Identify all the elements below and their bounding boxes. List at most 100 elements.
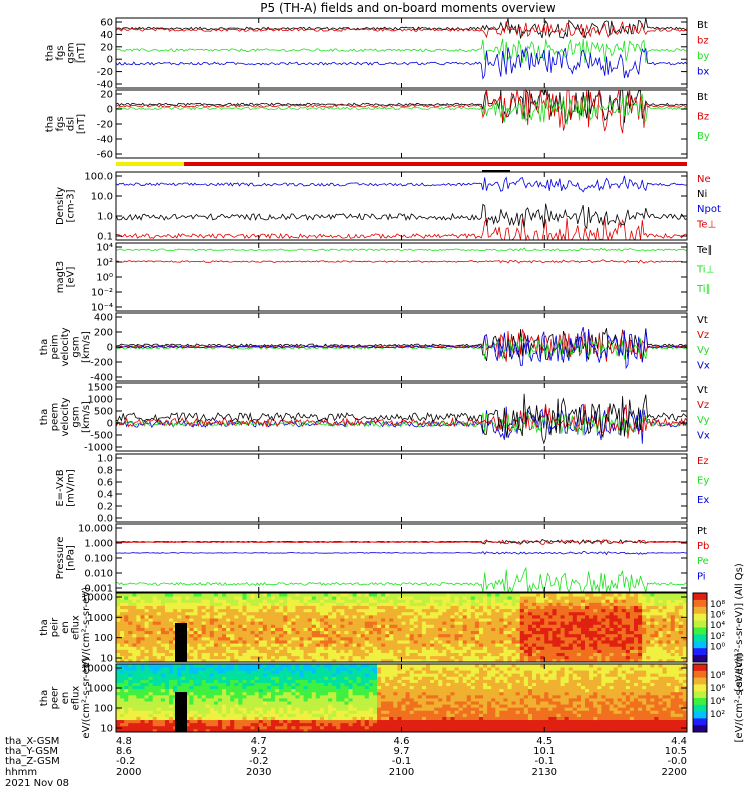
spectrogram-cell [258,710,264,714]
spectrogram-cell [548,605,553,610]
spectrogram-cell [527,658,533,663]
spectrogram-cell [597,605,602,610]
spectrogram-cell [193,611,198,616]
spectrogram-cell [209,701,215,705]
spectrogram-cell [352,670,358,674]
spectrogram-cell [397,701,402,705]
spectrogram-cell [434,621,439,625]
spectrogram-cell [311,710,317,714]
spectrogram-cell [222,593,227,597]
spectrogram-cell [438,608,443,613]
spectrogram-cell [299,710,305,714]
spectrogram-cell [507,621,513,625]
spectrogram-cell [348,618,353,622]
spectrogram-cell [128,710,133,714]
spectrogram-cell [164,621,170,625]
spectrogram-cell [173,667,178,671]
spectrogram-cell [682,624,688,628]
spectrogram-cell [377,636,382,641]
spectrogram-cell [311,640,317,644]
spectrogram-cell [238,652,243,657]
spectrogram-cell [209,640,215,644]
spectrogram-cell [193,719,198,724]
spectrogram-cell [409,602,415,606]
y-axis-label: eV/(cm²-s-sr-eV) [81,587,92,668]
spectrogram-cell [270,618,276,622]
spectrogram-cell [593,593,598,597]
spectrogram-cell [217,655,223,660]
spectrogram-cell [430,633,435,638]
spectrogram-cell [523,655,529,660]
spectrogram-cell [682,630,688,635]
spectrogram-cell [120,649,125,653]
spectrogram-cell [128,716,133,721]
spectrogram-cell [564,640,570,644]
spectrogram-cell [291,716,296,721]
spectrogram-cell [336,658,341,663]
spectrogram-cell [164,636,170,641]
spectrogram-cell [193,716,198,721]
spectrogram-cell [303,640,309,644]
spectrogram-cell [189,701,194,705]
spectrogram-cell [213,614,219,619]
spectrogram-cell [511,611,517,616]
spectrogram-cell [344,722,349,727]
spectrogram-cell [328,636,333,641]
spectrogram-cell [397,710,402,714]
spectrogram-cell [405,596,411,600]
spectrogram-cell [536,599,541,603]
spectrogram-cell [540,627,545,632]
spectrogram-cell [442,640,447,644]
spectrogram-cell [585,593,590,597]
y-axis-label: velocity [60,327,71,366]
spectrogram-cell [303,614,309,619]
spectrogram-cell [319,630,325,635]
spectrogram-cell [515,618,521,622]
spectrogram-cell [217,716,223,721]
spectrogram-cell [270,633,276,638]
spectrogram-cell [352,713,358,717]
spectrogram-cell [197,602,203,606]
spectrogram-cell [307,596,313,600]
spectrogram-cell [364,673,370,677]
spectrogram-cell [344,676,349,680]
spectrogram-cell [381,691,386,696]
spectrogram-cell [654,621,659,625]
spectrogram-cell [360,611,366,616]
spectrogram-cell [242,682,247,687]
spectrogram-cell [144,722,150,727]
spectrogram-cell [360,679,366,683]
spectrogram-cell [213,694,219,699]
spectrogram-cell [523,605,529,610]
series-line-bx [115,46,688,80]
spectrogram-cell [299,698,305,702]
spectrogram-cell [279,694,284,699]
spectrogram-cell [279,602,284,606]
spectrogram-cell [217,704,223,708]
spectrogram-cell [340,694,345,699]
spectrogram-cell [328,649,333,653]
spectrogram-cell [385,694,390,699]
spectrogram-cell [442,652,447,657]
spectrogram-cell [544,636,549,641]
spectrogram-cell [185,636,190,641]
spectrogram-cell [291,664,296,668]
spectrogram-cell [144,627,150,632]
spectrogram-cell [576,593,582,597]
spectrogram-cell [523,643,529,647]
spectrogram-cell [128,640,133,644]
spectrogram-cell [303,652,309,657]
spectrogram-cell [226,673,231,677]
spectrogram-cell [438,605,443,610]
spectrogram-cell [519,658,525,663]
spectrogram-cell [205,670,211,674]
spectrogram-cell [319,713,325,717]
spectrogram-cell [368,596,374,600]
spectrogram-cell [262,643,268,647]
spectrogram-cell [287,698,292,702]
spectrogram-cell [466,608,472,613]
spectrogram-cell [450,608,455,613]
spectrogram-cell [593,655,598,660]
spectrogram-cell [405,725,411,730]
spectrogram-cell [315,719,321,724]
